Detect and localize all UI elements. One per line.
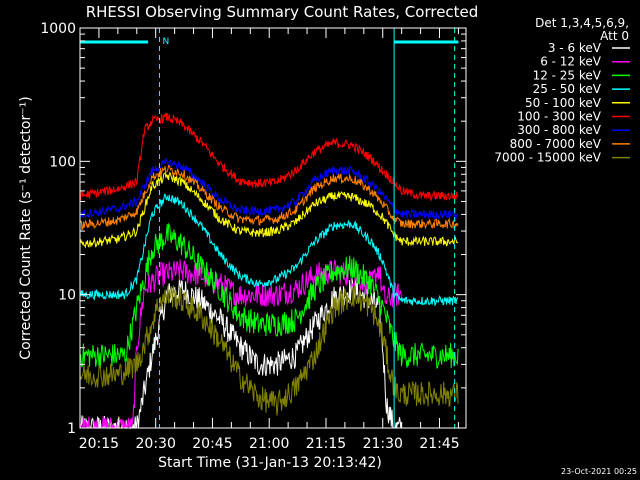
legend-label-3: 25 - 50 keV: [533, 82, 602, 96]
y-axis-label: Corrected Count Rate (s⁻¹ detector⁻¹): [18, 96, 34, 359]
y-tick-label: 10: [58, 288, 76, 304]
x-tick-label: 20:45: [192, 436, 232, 452]
series-line-5: [79, 112, 459, 202]
x-tick-label: 21:30: [363, 436, 403, 452]
series-line-8: [79, 283, 459, 416]
legend-label-6: 300 - 800 keV: [517, 123, 601, 137]
y-axis: 1 10 100 1000: [40, 21, 466, 437]
x-tick-label: 21:15: [306, 436, 346, 452]
legend-label-5: 100 - 300 keV: [517, 110, 601, 124]
x-axis-label: Start Time (31-Jan-13 20:13:42): [158, 455, 382, 471]
plot-area: N: [79, 27, 467, 430]
legend-header-line-2: Att 0: [600, 29, 629, 43]
series-line-0: [79, 278, 402, 430]
legend-label-8: 7000 - 15000 keV: [494, 151, 601, 165]
series-layer: [79, 112, 459, 430]
legend-label-4: 50 - 100 keV: [525, 96, 602, 110]
series-line-6: [79, 157, 459, 220]
x-tick-label: 21:00: [249, 436, 289, 452]
legend-label-0: 3 - 6 keV: [548, 41, 602, 55]
plot-frame: [79, 27, 467, 429]
x-tick-label: 20:15: [79, 436, 119, 452]
legend-label-7: 800 - 7000 keV: [510, 137, 602, 151]
series-line-4: [79, 171, 459, 249]
x-tick-label: 20:30: [136, 436, 176, 452]
y-tick-label: 1: [67, 421, 76, 437]
timestamp: 23-Oct-2021 00:25: [561, 467, 637, 476]
legend-header-line-1: Det 1,3,4,5,6,9,: [535, 16, 629, 30]
series-line-3: [79, 193, 459, 307]
legend-label-2: 12 - 25 keV: [533, 68, 602, 82]
series-line-1: [79, 259, 402, 430]
series-line-7: [79, 164, 459, 231]
legend-label-1: 6 - 12 keV: [540, 55, 602, 69]
y-tick-label: 100: [49, 154, 76, 170]
y-tick-label: 1000: [40, 21, 76, 37]
series-line-2: [79, 222, 459, 369]
x-axis: 20:15 20:30 20:45 21:00 21:15 21:30 21:45: [79, 28, 460, 452]
x-tick-label: 21:45: [419, 436, 459, 452]
chart-title: RHESSI Observing Summary Count Rates, Co…: [86, 3, 479, 21]
flag-label: N: [162, 37, 169, 47]
flag-layer: N: [80, 28, 459, 428]
